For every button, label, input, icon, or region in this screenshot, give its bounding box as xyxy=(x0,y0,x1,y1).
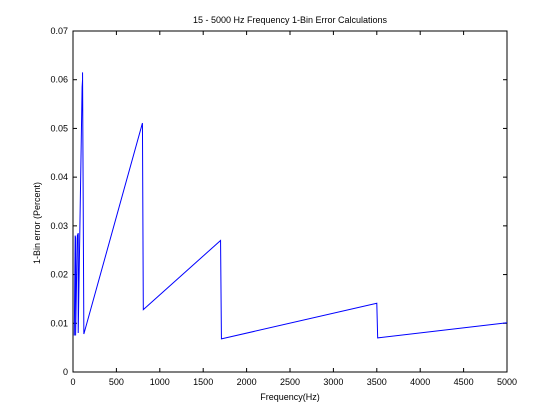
x-tick-label: 1500 xyxy=(193,377,213,387)
series-line xyxy=(73,72,508,340)
plot-frame xyxy=(72,30,508,373)
y-tick-label: 0.01 xyxy=(50,318,68,328)
y-tick-label: 0 xyxy=(63,367,68,377)
x-tick-label: 0 xyxy=(70,377,75,387)
x-tick-label: 4000 xyxy=(410,377,430,387)
x-tick-label: 3000 xyxy=(323,377,343,387)
y-axis-label: 1-Bin error (Percent) xyxy=(32,182,42,264)
x-tick-label: 500 xyxy=(109,377,124,387)
y-tick-label: 0.04 xyxy=(50,172,68,182)
series-group xyxy=(73,72,508,340)
x-tick-label: 2500 xyxy=(280,377,300,387)
y-tick-label: 0.06 xyxy=(50,75,68,85)
x-tick-label: 4500 xyxy=(454,377,474,387)
chart-title: 15 - 5000 Hz Frequency 1-Bin Error Calcu… xyxy=(193,15,388,25)
x-tick-label: 3500 xyxy=(367,377,387,387)
y-tick-label: 0.02 xyxy=(50,270,68,280)
axis-ticks: 0 500 1000 1500 2000 2500 3000 3500 4000 4500 5000… xyxy=(50,26,517,387)
x-tick-label: 5000 xyxy=(497,377,517,387)
y-tick-label: 0.03 xyxy=(50,221,68,231)
x-tick-label: 2000 xyxy=(237,377,257,387)
x-tick-label: 1000 xyxy=(150,377,170,387)
y-tick-label: 0.07 xyxy=(50,26,68,36)
y-tick-label: 0.05 xyxy=(50,123,68,133)
plot-area xyxy=(72,30,508,373)
x-axis-label: Frequency(Hz) xyxy=(260,392,320,402)
